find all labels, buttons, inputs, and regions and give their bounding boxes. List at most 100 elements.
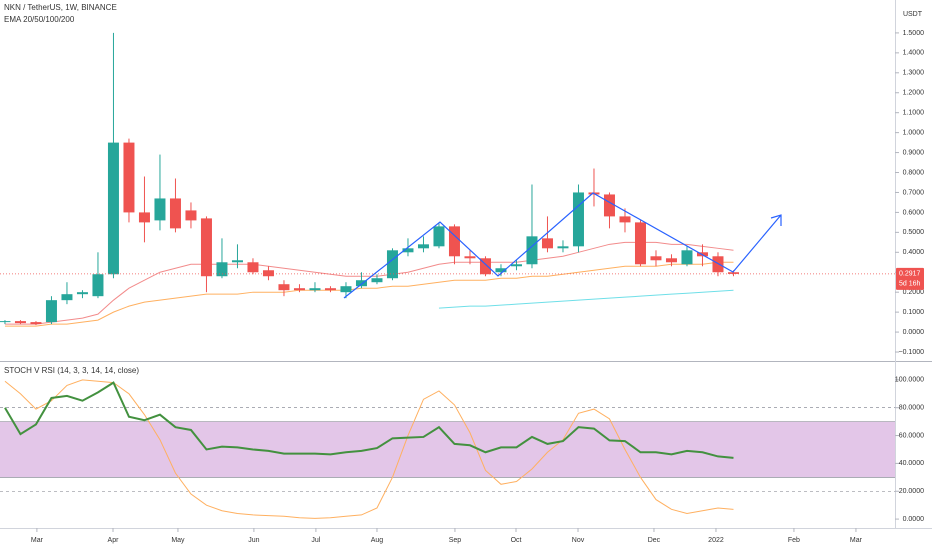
indicator-line xyxy=(4,379,734,519)
candle-body xyxy=(138,212,150,223)
candle-body xyxy=(665,258,677,263)
band-fill xyxy=(0,421,895,478)
indicator-line xyxy=(4,381,734,459)
candle-body xyxy=(0,321,11,323)
y-tick-label: 0.0000 xyxy=(903,329,925,336)
candle-body xyxy=(340,286,352,293)
candle-body xyxy=(262,270,274,277)
chart-title: NKN / TetherUS, 1W, BINANCE xyxy=(4,3,117,12)
y-tick-label: 0.9000 xyxy=(903,149,925,156)
candle-body xyxy=(650,256,662,261)
y-tick-label: −0.1000 xyxy=(899,349,925,356)
candle-body xyxy=(526,236,538,265)
candle-body xyxy=(634,222,646,265)
x-tick-label: May xyxy=(171,537,185,544)
candle-body xyxy=(123,142,135,213)
x-tick-label: Sep xyxy=(449,537,462,544)
x-tick-label: Mar xyxy=(31,537,44,544)
candle-body xyxy=(681,250,693,265)
y-tick-label: 0.0000 xyxy=(903,516,925,523)
y-tick-label: 20.0000 xyxy=(899,488,924,495)
y-tick-label: 1.5000 xyxy=(903,30,925,37)
candle-body xyxy=(278,284,290,291)
candle-body xyxy=(479,258,491,275)
indicator-label: EMA 20/50/100/200 xyxy=(4,15,75,24)
candle-body xyxy=(185,210,197,221)
candle-body xyxy=(712,256,724,273)
candle-body xyxy=(355,280,367,287)
candle-body xyxy=(154,198,166,221)
last-price-label: 0.2917 xyxy=(899,271,921,278)
candle-body xyxy=(324,288,336,291)
candle-body xyxy=(510,264,522,267)
candle-body xyxy=(14,321,26,324)
candle-body xyxy=(433,226,445,247)
candle-body xyxy=(293,288,305,291)
pattern-drawing xyxy=(343,192,782,299)
y-tick-label: 0.7000 xyxy=(903,189,925,196)
candle-body xyxy=(371,278,383,283)
candle-body xyxy=(216,262,228,277)
oscillator-pane: 100.0000 80.0000 60.0000 40.0000 20.0000 0.00… xyxy=(0,377,924,523)
candle-body xyxy=(200,218,212,277)
candle-body xyxy=(727,272,739,274)
x-tick-label: Oct xyxy=(511,537,522,544)
indicator-line xyxy=(438,289,734,309)
y-tick-label: 1.2000 xyxy=(903,90,925,97)
x-tick-label: Mar xyxy=(850,537,863,544)
candle-body xyxy=(619,216,631,223)
candle-body xyxy=(541,238,553,249)
y-tick-label: 1.4000 xyxy=(903,50,925,57)
axis-unit: USDT xyxy=(903,11,923,18)
y-tick-label: 1.1000 xyxy=(903,110,925,117)
x-tick-label: Jun xyxy=(248,537,259,544)
candle-body xyxy=(386,250,398,279)
candle-body xyxy=(45,300,57,323)
candle-body xyxy=(76,292,88,295)
candle-body xyxy=(402,248,414,253)
candle-body xyxy=(169,198,181,229)
candle-body xyxy=(464,256,476,259)
pattern-line xyxy=(343,192,782,299)
oscillator-title: STOCH V RSI (14, 3, 3, 14, 14, close) xyxy=(4,366,139,375)
candle-body xyxy=(92,274,104,297)
candle-body xyxy=(495,268,507,273)
last-price-box xyxy=(896,267,924,290)
candle-body xyxy=(30,322,42,325)
candle-body xyxy=(61,294,73,301)
indicator-line xyxy=(4,261,734,327)
candle-body xyxy=(572,192,584,247)
y-tick-label: 0.4000 xyxy=(903,249,925,256)
candle-body xyxy=(417,244,429,249)
candle-body xyxy=(107,142,119,275)
x-tick-label: Apr xyxy=(108,537,120,544)
x-tick-label: 2022 xyxy=(708,537,724,544)
y-tick-label: 0.5000 xyxy=(903,229,925,236)
x-tick-label: Nov xyxy=(572,537,585,544)
x-tick-label: Dec xyxy=(648,537,661,544)
x-tick-label: Jul xyxy=(311,537,320,544)
candle-body xyxy=(231,260,243,263)
y-tick-label: 80.0000 xyxy=(899,405,924,412)
candle-body xyxy=(309,288,321,291)
y-tick-label: 40.0000 xyxy=(899,460,924,467)
candle-body xyxy=(448,226,460,257)
x-tick-label: Aug xyxy=(371,537,384,544)
candle-body xyxy=(557,246,569,249)
y-tick-label: 1.3000 xyxy=(903,70,925,77)
y-tick-label: 0.8000 xyxy=(903,169,925,176)
indicator-line xyxy=(4,241,734,325)
y-tick-label: 0.2000 xyxy=(903,289,925,296)
candle-body xyxy=(247,262,259,273)
x-tick-label: Feb xyxy=(788,537,800,544)
y-tick-label: 0.6000 xyxy=(903,209,925,216)
y-tick-label: 1.0000 xyxy=(903,129,925,136)
arrow-head xyxy=(770,214,782,226)
y-tick-label: 0.1000 xyxy=(903,309,925,316)
candle-body xyxy=(603,194,615,217)
y-tick-label: 100.0000 xyxy=(895,377,924,384)
main-pane: 1.5000 1.4000 1.3000 1.2000 1.1000 1.0000 0.90… xyxy=(0,30,924,356)
y-tick-label: 60.0000 xyxy=(899,432,924,439)
